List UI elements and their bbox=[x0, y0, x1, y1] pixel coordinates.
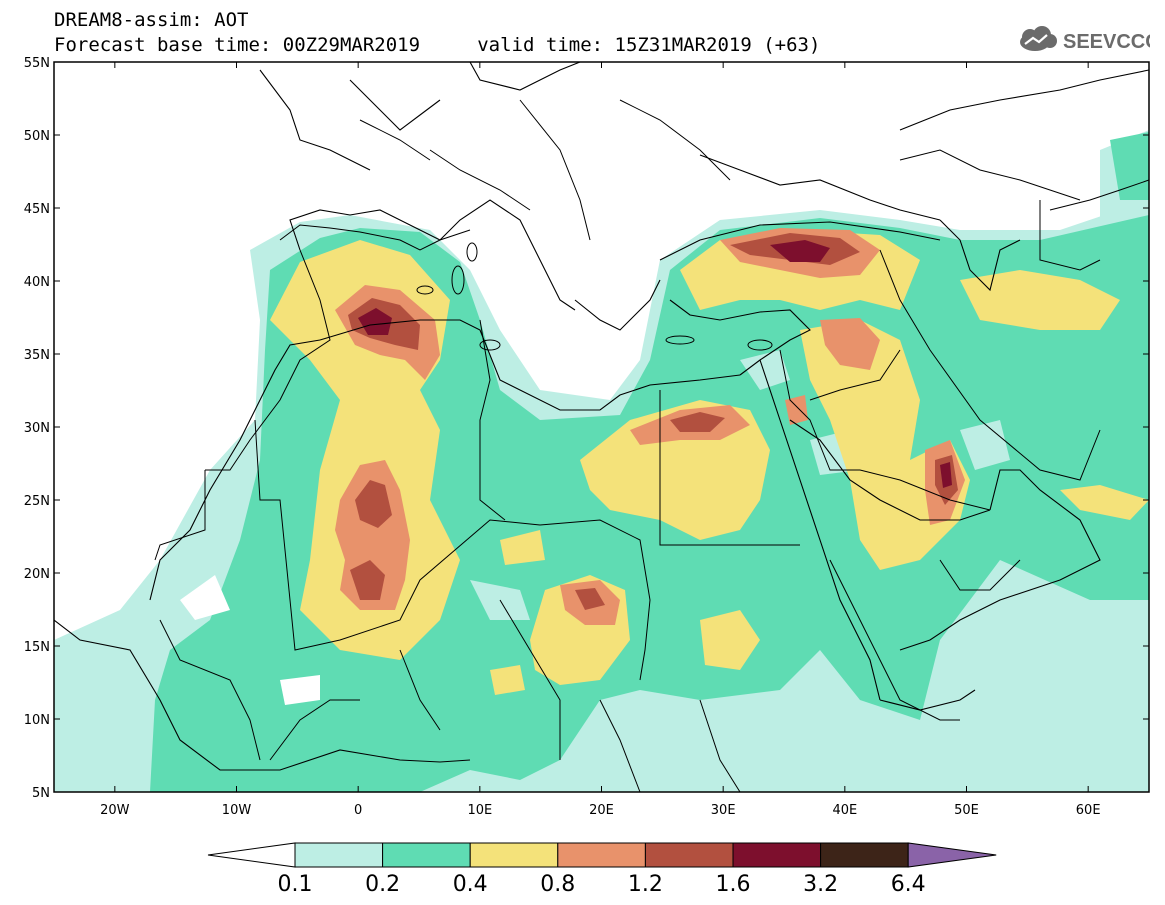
lat-tick-label: 35N bbox=[24, 348, 50, 363]
coastlines bbox=[54, 62, 1149, 771]
colorbar-bin bbox=[644, 842, 734, 868]
lat-tick-label: 20N bbox=[24, 567, 50, 582]
lon-tick-label: 20W bbox=[100, 803, 130, 818]
colorbar-bin bbox=[294, 842, 384, 868]
aot-field bbox=[54, 62, 1149, 792]
product-title: DREAM8-assim: AOT bbox=[54, 9, 249, 31]
lat-tick-label: 15N bbox=[24, 640, 50, 655]
colorbar-bin bbox=[732, 842, 822, 868]
lon-tick-label: 10E bbox=[467, 803, 492, 818]
lon-tick-label: 20E bbox=[589, 803, 614, 818]
colorbar-label: 0.8 bbox=[540, 872, 575, 897]
seevccc-logo: SEEVCCC bbox=[1020, 26, 1150, 53]
forecast-times: Forecast base time: 00Z29MAR2019 valid t… bbox=[54, 34, 821, 56]
colorbar-bin bbox=[469, 842, 559, 868]
lon-tick-label: 10W bbox=[222, 803, 252, 818]
aot-bin-below-0.1 bbox=[180, 575, 320, 705]
lon-tick-label: 0 bbox=[354, 803, 362, 818]
lon-tick-label: 50E bbox=[954, 803, 979, 818]
cloud-icon bbox=[1020, 26, 1057, 51]
colorbar: 0.1 0.2 0.4 0.8 1.2 1.6 3.2 6.4 bbox=[207, 842, 997, 897]
colorbar-bin bbox=[557, 842, 646, 868]
lat-tick-label: 5N bbox=[32, 786, 50, 801]
lat-tick-label: 45N bbox=[24, 202, 50, 217]
colorbar-label: 0.1 bbox=[278, 872, 313, 897]
colorbar-label: 3.2 bbox=[803, 872, 838, 897]
islands bbox=[416, 242, 773, 351]
colorbar-label: 1.2 bbox=[628, 872, 663, 897]
colorbar-label: 0.2 bbox=[365, 872, 400, 897]
lat-tick-label: 25N bbox=[24, 494, 50, 509]
logo-text: SEEVCCC bbox=[1063, 31, 1150, 53]
colorbar-label: 0.4 bbox=[453, 872, 488, 897]
lat-tick-label: 10N bbox=[24, 713, 50, 728]
lon-tick-label: 60E bbox=[1076, 803, 1101, 818]
aot-bin-1.6-3.2 bbox=[358, 240, 952, 488]
lat-tick-label: 55N bbox=[24, 56, 50, 71]
lon-tick-label: 40E bbox=[832, 803, 857, 818]
lat-tick-label: 50N bbox=[24, 129, 50, 144]
colorbar-label: 6.4 bbox=[891, 872, 926, 897]
colorbar-over-triangle bbox=[907, 842, 997, 868]
lat-tick-label: 40N bbox=[24, 275, 50, 290]
lon-tick-label: 30E bbox=[711, 803, 736, 818]
colorbar-under-triangle bbox=[207, 842, 296, 868]
country-borders bbox=[154, 99, 1149, 792]
latitude-axis: 5N 10N 15N 20N 25N 30N 35N 40N 45N 50N 55N bbox=[24, 56, 1149, 801]
colorbar-bin bbox=[820, 842, 909, 868]
colorbar-bin bbox=[382, 842, 471, 868]
colorbar-label: 1.6 bbox=[716, 872, 751, 897]
longitude-axis: 20W 10W 0 10E 20E 30E 40E 50E 60E bbox=[100, 62, 1101, 818]
lat-tick-label: 30N bbox=[24, 421, 50, 436]
